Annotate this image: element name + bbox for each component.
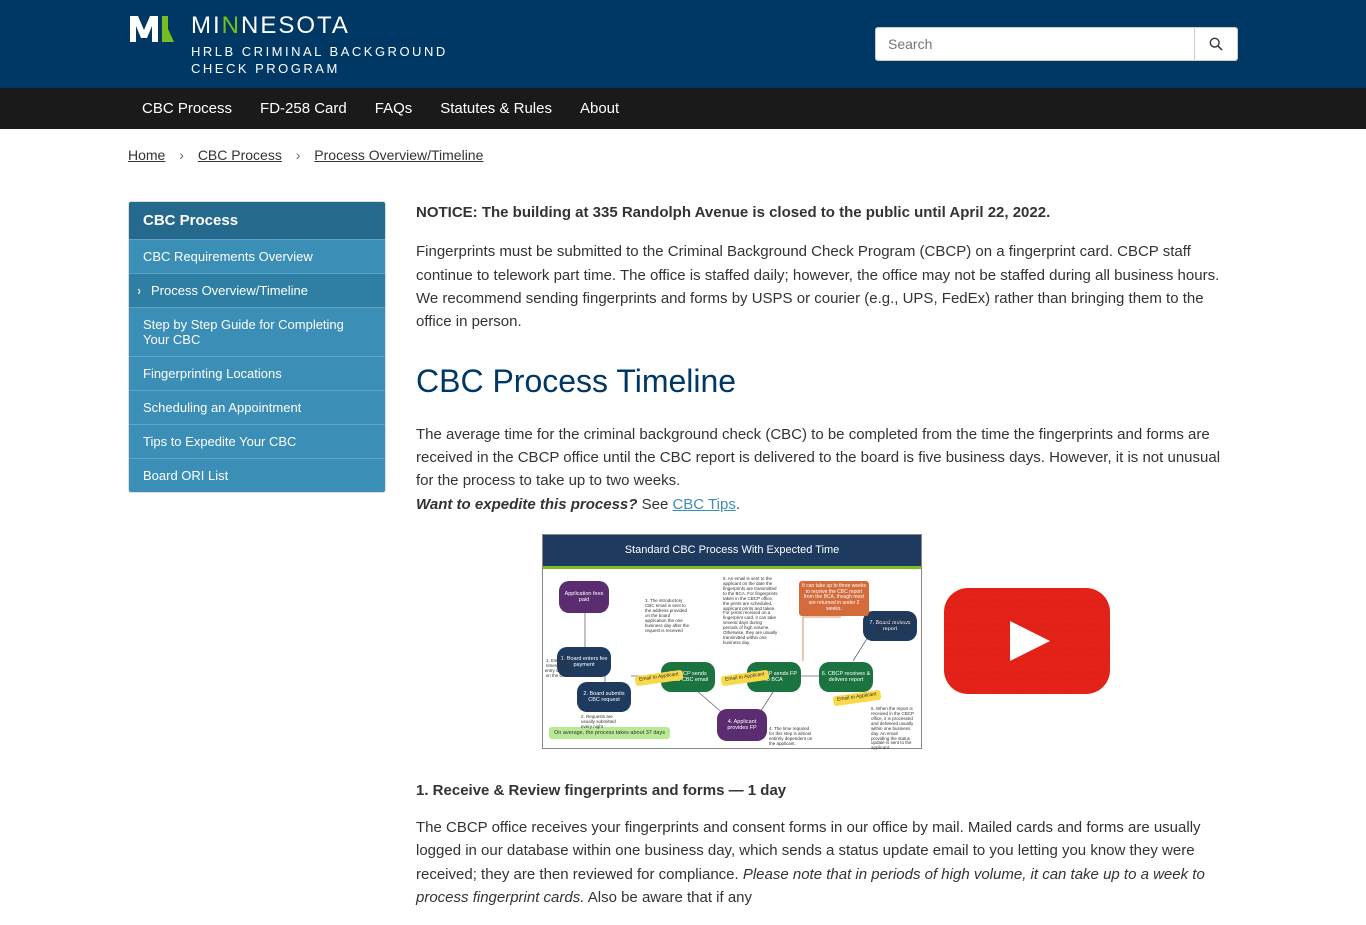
label-email-applicant-3: Email to Applicant [833,690,882,706]
youtube-icon [942,586,1112,696]
search-input[interactable] [875,27,1195,61]
node-board-submits: 2. Board submits CBC request [577,682,631,712]
diag-txt-3: 3. The introductory CBC email is sent to… [645,599,690,634]
diag-txt-2: 2. Requests are usually submitted every … [581,715,626,730]
nav-fd258[interactable]: FD-258 Card [246,88,361,129]
brand-sub1: HRLB CRIMINAL BACKGROUND [191,44,448,59]
chevron-right-icon: › [296,147,301,163]
process-diagram[interactable]: Standard CBC Process With Expected Time [542,534,922,749]
chevron-right-icon: › [179,147,184,163]
intro-paragraph: Fingerprints must be submitted to the Cr… [416,240,1238,333]
nav-about[interactable]: About [566,88,633,129]
youtube-play-button[interactable] [942,586,1112,696]
notice-text: NOTICE: The building at 335 Randolph Ave… [416,201,1238,224]
sidenav-item-fingerprinting-locations[interactable]: Fingerprinting Locations [129,356,385,390]
side-nav: CBC Process CBC Requirements Overview Pr… [128,201,386,493]
breadcrumb-cbc-process[interactable]: CBC Process [198,147,282,163]
search-form [875,27,1238,61]
header: MINNESOTA HRLB CRIMINAL BACKGROUND CHECK… [0,0,1366,88]
side-nav-header: CBC Process [129,202,385,239]
diagram-title: Standard CBC Process With Expected Time [543,535,921,569]
node-cbcp-receives: 6. CBCP receives & delivers report [819,662,873,692]
sidenav-item-scheduling[interactable]: Scheduling an Appointment [129,390,385,424]
diag-txt-5: 5. An email is sent to the applicant on … [723,577,778,646]
node-applicant-fp: 4. Applicant provides FP [717,709,767,741]
nav-cbc-process[interactable]: CBC Process [128,88,246,129]
step1-heading: 1. Receive & Review fingerprints and for… [416,779,1238,802]
brand-main: MINNESOTA [191,12,448,40]
site-logo[interactable]: MINNESOTA HRLB CRIMINAL BACKGROUND CHECK… [128,12,448,76]
nav-faqs[interactable]: FAQs [361,88,427,129]
main-nav: CBC Process FD-258 Card FAQs Statutes & … [0,88,1366,129]
diag-txt-7: 7. The time required for board review an… [875,615,920,640]
search-button[interactable] [1195,27,1238,61]
breadcrumb-current[interactable]: Process Overview/Timeline [314,147,483,163]
sidenav-item-tips[interactable]: Tips to Expedite Your CBC [129,424,385,458]
sidenav-item-step-by-step[interactable]: Step by Step Guide for Completing Your C… [129,307,385,356]
diag-txt-6: 6. When the report is received in the CB… [871,707,916,751]
sidenav-item-process-overview[interactable]: Process Overview/Timeline [129,273,385,307]
main-content: NOTICE: The building at 335 Randolph Ave… [416,201,1238,925]
step1-paragraph: The CBCP office receives your fingerprin… [416,816,1238,909]
diag-txt-1: 1. Estimated times for fee entry depend … [541,659,571,679]
mn-logo-mark [128,12,176,44]
note-orange: It can take up to three weeks to receive… [799,581,869,616]
sidenav-item-ori-list[interactable]: Board ORI List [129,458,385,492]
timeline-paragraph: The average time for the criminal backgr… [416,423,1238,516]
nav-statutes[interactable]: Statutes & Rules [426,88,566,129]
diag-txt-4: 4. The time required for this step is al… [769,727,814,747]
sidenav-item-requirements[interactable]: CBC Requirements Overview [129,239,385,273]
search-icon [1209,37,1223,51]
breadcrumb: Home › CBC Process › Process Overview/Ti… [128,129,1238,181]
brand-sub2: CHECK PROGRAM [191,61,448,76]
breadcrumb-home[interactable]: Home [128,147,165,163]
node-app-fees: Application fees paid [559,581,609,613]
page-title: CBC Process Timeline [416,357,1238,407]
cbc-tips-link[interactable]: CBC Tips [672,496,735,513]
